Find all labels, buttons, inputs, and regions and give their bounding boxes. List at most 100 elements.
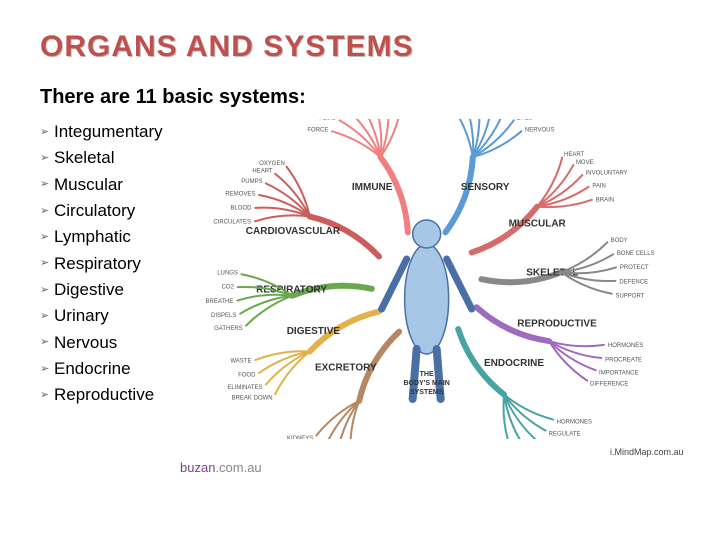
credit-domain: .com.au (215, 460, 261, 475)
list-item-label: Urinary (54, 303, 109, 329)
bullet-icon: ➢ (40, 282, 54, 299)
sub-label: BREATHE (205, 299, 233, 305)
content-row: ➢Integumentary➢Skeletal➢Muscular➢Circula… (40, 119, 680, 439)
list-item-label: Respiratory (54, 251, 141, 277)
list-item: ➢Endocrine (40, 356, 163, 382)
branch-label: EXCRETORY (315, 363, 377, 374)
list-item-label: Integumentary (54, 119, 163, 145)
branch-label: IMMUNE (352, 182, 393, 193)
branch (380, 157, 407, 232)
sub-label: FOOD (238, 373, 256, 379)
sub-branch (255, 215, 310, 221)
sub-label: DIFFERENCE (590, 381, 628, 387)
sub-label: REMOVES (225, 191, 255, 197)
sub-label: PROTECT (620, 265, 649, 271)
sub-label: PAIN (592, 183, 606, 189)
center-label: BODY'S MAIN (403, 380, 449, 387)
list-item: ➢Integumentary (40, 119, 163, 145)
figure-arm (446, 259, 471, 309)
sub-label: FORCE (307, 127, 328, 133)
sub-label: DEFENCE (619, 279, 648, 285)
list-item-label: Reproductive (54, 382, 154, 408)
sub-label: BRAIN (595, 197, 613, 203)
sub-label: BODY (610, 238, 627, 244)
sub-label: FLUID (319, 119, 337, 122)
sub-branch (452, 119, 473, 157)
sub-label: HEART (252, 169, 273, 175)
page-title: ORGANS AND SYSTEMS (40, 30, 680, 64)
subtitle: There are 11 basic systems: (40, 86, 680, 109)
sub-label: WASTE (230, 359, 251, 365)
sub-label: DISPELS (211, 313, 236, 319)
list-item: ➢Digestive (40, 277, 163, 303)
list-item: ➢Respiratory (40, 251, 163, 277)
slide: ORGANS AND SYSTEMS There are 11 basic sy… (0, 0, 720, 540)
sub-branch (380, 119, 401, 157)
sub-label: ELIMINATES (227, 385, 262, 391)
center-label: SYSTEMS (410, 389, 444, 396)
list-item: ➢Lymphatic (40, 224, 163, 250)
sub-label: CIRCULATES (213, 220, 251, 226)
sub-label: IMPORTANCE (599, 370, 638, 376)
bullet-icon: ➢ (40, 203, 54, 220)
figure-torso (404, 244, 448, 354)
sub-label: HORMONES (608, 343, 643, 349)
list-item: ➢Reproductive (40, 382, 163, 408)
list-item-label: Muscular (54, 172, 123, 198)
bullet-icon: ➢ (40, 361, 54, 378)
sub-branch (504, 395, 553, 420)
sub-label: INVOLUNTARY (585, 171, 627, 177)
sub-label: KIDNEYS (287, 436, 313, 439)
bullet-icon: ➢ (40, 229, 54, 246)
figure-head (412, 220, 440, 248)
branch-label: REPRODUCTIVE (517, 318, 597, 329)
sub-label: BLOOD (230, 205, 252, 211)
credit-brand: buzan (180, 460, 215, 475)
sub-branch (537, 158, 562, 207)
bullet-icon: ➢ (40, 150, 54, 167)
list-item: ➢Muscular (40, 172, 163, 198)
mindmap-diagram: IMMUNEFORCEFLUIDPROTECTIONBODYLYMPHATICC… (173, 119, 680, 439)
sub-label: BONE CELLS (617, 251, 655, 257)
list-item: ➢Nervous (40, 330, 163, 356)
center-label: THE (419, 371, 433, 378)
branch-label: CARDIOVASCULAR (245, 226, 340, 237)
list-item-label: Nervous (54, 330, 117, 356)
branch-label: DIGESTIVE (286, 326, 340, 337)
sub-label: GATHERS (214, 326, 243, 332)
bullet-icon: ➢ (40, 255, 54, 272)
sub-label: BREAK DOWN (231, 395, 272, 401)
list-item-label: Endocrine (54, 356, 131, 382)
sub-label: EYES (516, 119, 532, 122)
systems-list: ➢Integumentary➢Skeletal➢Muscular➢Circula… (40, 119, 163, 409)
credit-left: buzan.com.au (180, 460, 262, 475)
sub-label: PUMPS (241, 179, 262, 185)
list-item-label: Digestive (54, 277, 124, 303)
branch (445, 157, 472, 232)
branch-label: MUSCULAR (508, 219, 566, 230)
sub-label: CO2 (221, 285, 234, 291)
sub-label: HEART (564, 152, 585, 158)
sub-branch (332, 131, 381, 157)
sub-label: LUNGS (217, 271, 238, 277)
credit-right: i.MindMap.com.au (610, 447, 684, 457)
list-item: ➢Urinary (40, 303, 163, 329)
sub-label: MOVE (576, 160, 594, 166)
sub-label: REGULATE (548, 431, 580, 437)
list-item: ➢Circulatory (40, 198, 163, 224)
figure-arm (381, 259, 406, 309)
branch-label: ENDOCRINE (484, 358, 544, 369)
branch-label: SENSORY (461, 182, 510, 193)
list-item-label: Lymphatic (54, 224, 131, 250)
sub-label: PROCREATE (605, 357, 642, 363)
bullet-icon: ➢ (40, 308, 54, 325)
list-item: ➢Skeletal (40, 145, 163, 171)
sub-label: SUPPORT (615, 293, 644, 299)
bullet-icon: ➢ (40, 387, 54, 404)
bullet-icon: ➢ (40, 176, 54, 193)
list-item-label: Skeletal (54, 145, 114, 171)
sub-label: HORMONES (556, 419, 591, 425)
sub-label: NERVOUS (525, 127, 555, 133)
mindmap-svg: IMMUNEFORCEFLUIDPROTECTIONBODYLYMPHATICC… (173, 119, 680, 439)
bullet-icon: ➢ (40, 124, 54, 141)
